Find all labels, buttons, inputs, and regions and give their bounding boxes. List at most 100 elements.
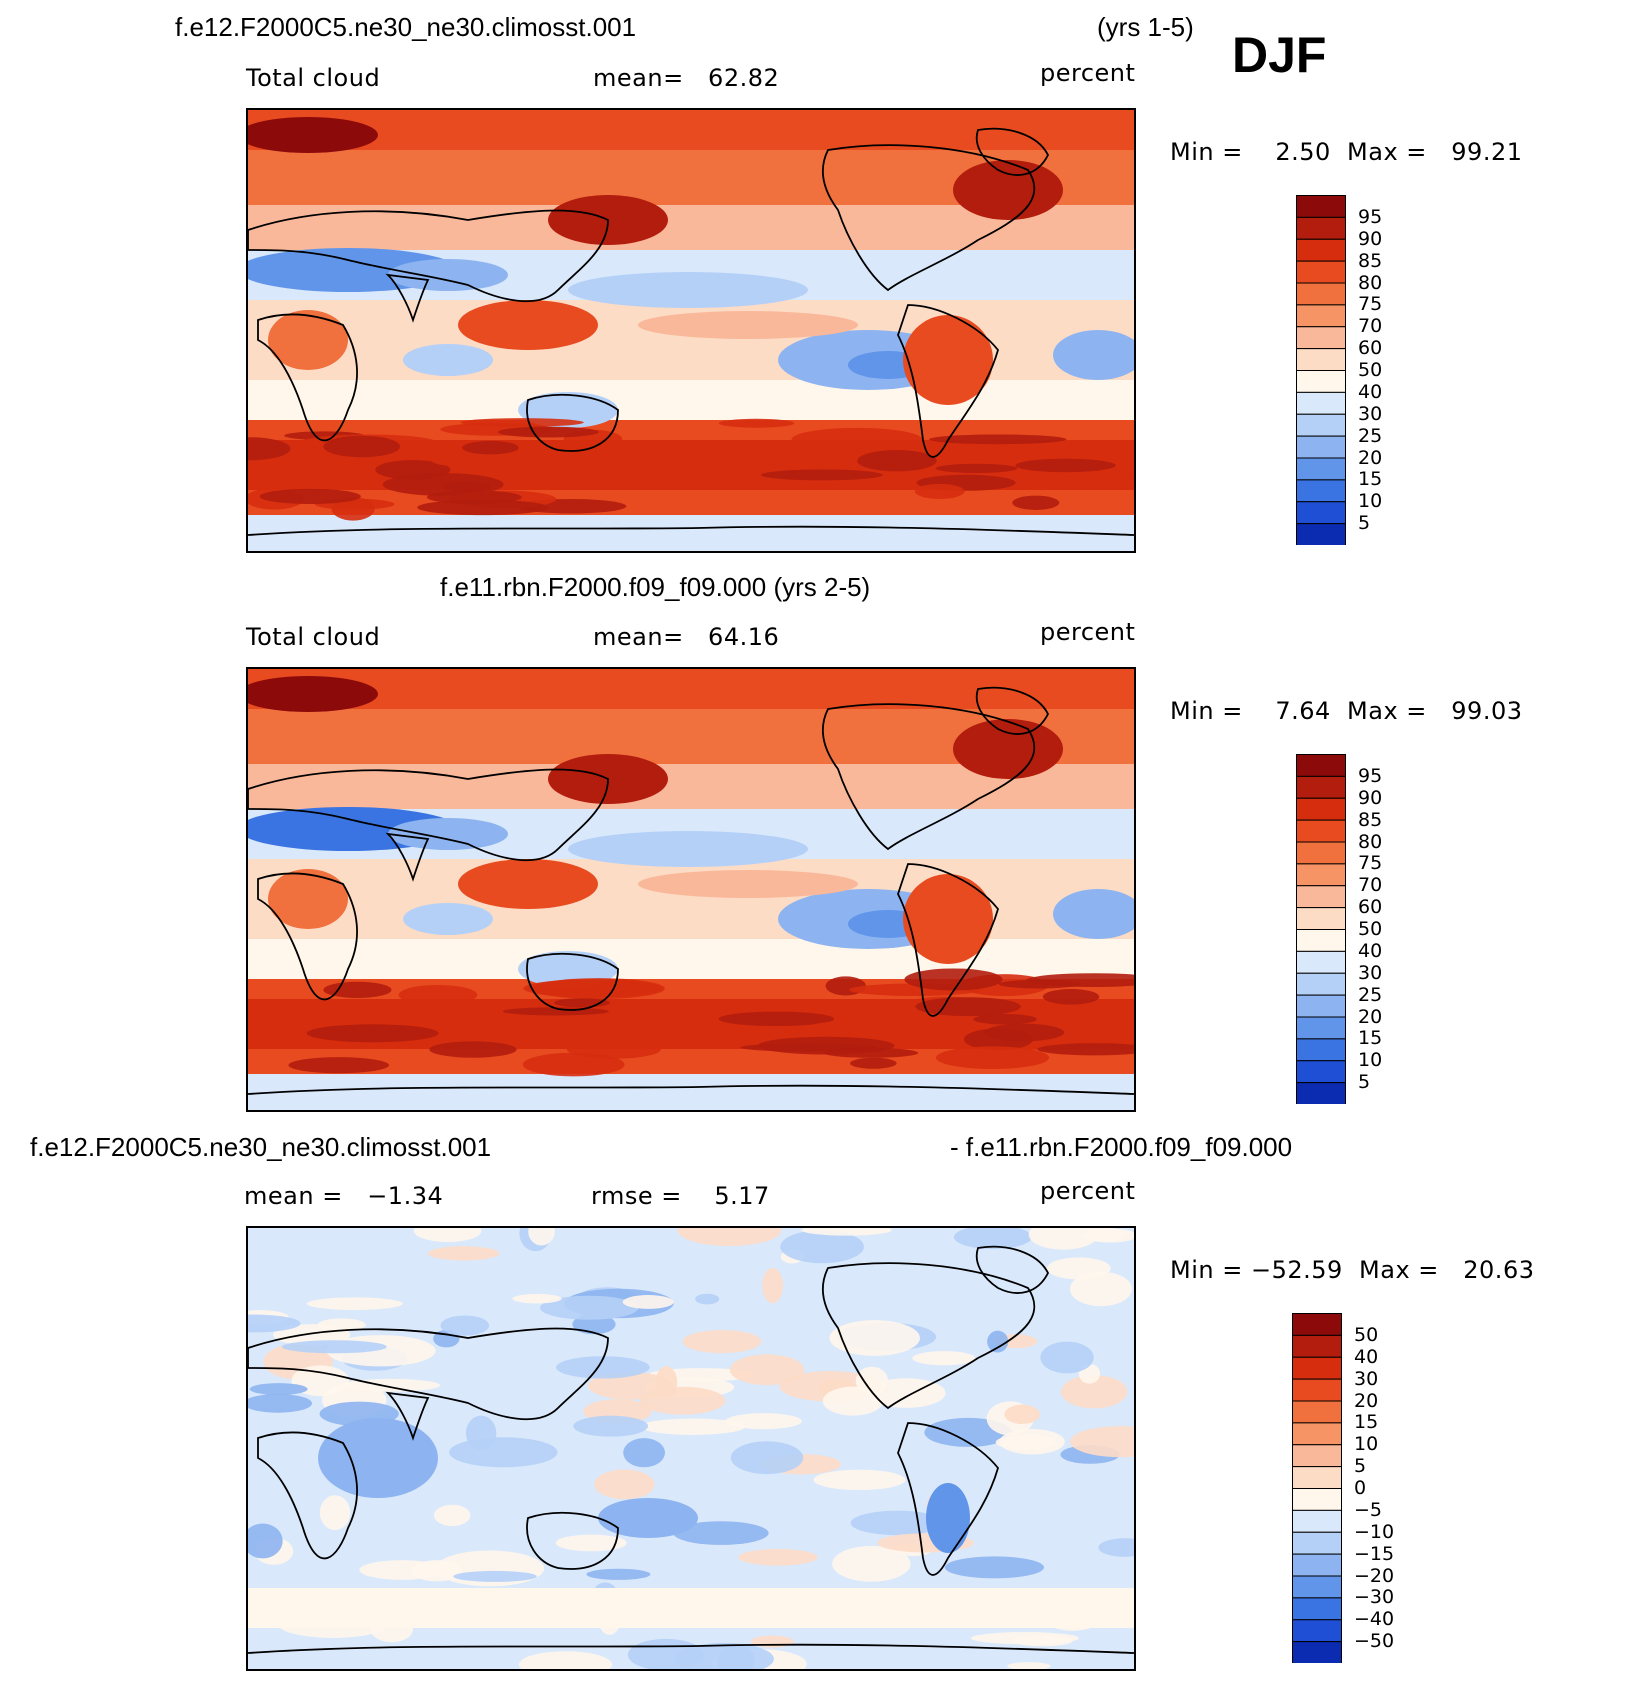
colorbar-box: [1292, 1400, 1342, 1424]
field-patch: [849, 1057, 897, 1069]
panel3-title-right: - f.e11.rbn.F2000.f09_f09.000: [950, 1132, 1293, 1162]
colorbar-tick-label: 10: [1358, 490, 1383, 513]
colorbar-box: [1296, 754, 1346, 777]
colorbar-tick-label: −15: [1354, 1542, 1395, 1565]
colorbar-svg: [1296, 195, 1346, 545]
field-patch: [428, 1246, 500, 1261]
colorbar-box: [1296, 370, 1346, 393]
panel2-map: [246, 667, 1136, 1112]
panel2-map-svg: [248, 669, 1134, 1110]
field-patch: [1060, 1375, 1128, 1409]
field-patch: [725, 1413, 802, 1430]
field-patch: [248, 1394, 312, 1413]
coastline: [385, 832, 430, 882]
colorbar-box: [1296, 260, 1346, 284]
colorbar-box: [1292, 1444, 1342, 1468]
field-patch: [738, 1548, 818, 1566]
field-patch: [441, 481, 491, 492]
panel3-colorbar: 50 40 30 20 15 10 5 0 −5 −10 −15 −20 −30 −40 −50: [1292, 1313, 1394, 1663]
coastline: [257, 313, 358, 442]
coastline: [385, 1391, 430, 1441]
colorbar-box: [1296, 797, 1346, 821]
field-patch: [306, 1024, 439, 1043]
field-patch: [813, 1469, 906, 1491]
colorbar-box: [1292, 1378, 1342, 1402]
field-patch: [268, 310, 348, 370]
colorbar-tick-label: 15: [1358, 468, 1383, 491]
colorbar-box: [1292, 1488, 1342, 1511]
colorbar-tick-label: 25: [1358, 983, 1383, 1006]
coastline: [526, 393, 619, 452]
panel3-units-label: percent: [1040, 1177, 1136, 1205]
field-patch: [306, 1297, 403, 1310]
colorbar-box: [1296, 479, 1346, 503]
colorbar-tick-label: 75: [1358, 293, 1383, 316]
field-patch: [1004, 1404, 1041, 1425]
field-patch: [857, 450, 937, 472]
field-patch: [518, 1651, 613, 1669]
colorbar-tick-label: 25: [1358, 424, 1383, 447]
field-patch: [729, 1354, 805, 1386]
colorbar-box: [1292, 1509, 1342, 1533]
field-patch: [674, 1642, 774, 1669]
season-label: DJF: [1232, 27, 1327, 83]
field-patch: [718, 418, 795, 428]
colorbar-box: [1296, 994, 1346, 1018]
coastline: [821, 1262, 1036, 1410]
field-patch: [249, 1383, 308, 1396]
field-patch: [318, 1418, 438, 1498]
colorbar-tick-label: 5: [1354, 1455, 1367, 1478]
field-patch: [1069, 1271, 1132, 1307]
field-patch: [259, 488, 361, 504]
field-patch: [398, 984, 478, 1005]
field-patch: [440, 1315, 490, 1336]
colorbar-box: [1296, 929, 1346, 952]
field-patch: [568, 831, 808, 867]
field-patch: [903, 874, 993, 964]
field-patch: [829, 1320, 920, 1356]
field-patch: [497, 426, 599, 438]
field-patch: [718, 1011, 835, 1027]
panel1-min-max: Min = 2.50 Max = 99.21: [1170, 138, 1523, 166]
field-patch: [935, 1046, 1050, 1069]
field-patch: [1053, 889, 1134, 939]
field-patch: [1053, 330, 1134, 380]
colorbar-tick-label: 0: [1354, 1477, 1367, 1499]
colorbar-box: [1296, 326, 1346, 350]
latitude-band: [248, 859, 1134, 939]
field-patch: [248, 437, 291, 461]
field-patch: [599, 1011, 704, 1035]
panel2-units-label: percent: [1040, 618, 1136, 646]
field-patch: [995, 1434, 1057, 1450]
colorbar-tick-label: 50: [1354, 1323, 1379, 1346]
panel3-title-left: f.e12.F2000C5.ne30_ne30.climosst.001: [30, 1132, 492, 1162]
field-patch: [805, 1020, 906, 1038]
colorbar-tick-label: −5: [1354, 1498, 1383, 1521]
field-patch: [475, 456, 601, 472]
colorbar-tick-label: 40: [1358, 380, 1383, 403]
field-patch: [638, 870, 858, 898]
latitude-band: [248, 110, 1134, 150]
field-patch: [1040, 1341, 1094, 1374]
field-patch: [433, 1504, 471, 1527]
colorbar-tick-label: 85: [1358, 249, 1383, 272]
field-patch: [682, 1329, 762, 1354]
colorbar-box: [1296, 523, 1346, 545]
field-patch: [640, 1386, 726, 1415]
panel1-title-left: f.e12.F2000C5.ne30_ne30.climosst.001: [175, 12, 637, 42]
field-patch: [273, 1324, 351, 1346]
field-patch: [903, 315, 993, 405]
colorbar-tick-label: 20: [1358, 446, 1383, 469]
field-patch: [573, 1415, 649, 1437]
coastline: [526, 952, 619, 1011]
field-patch: [248, 1523, 283, 1559]
panel1-variable-label: Total cloud: [246, 64, 381, 92]
panel3-min-max: Min = −52.59 Max = 20.63: [1170, 1256, 1535, 1284]
field-patch: [850, 1510, 945, 1536]
field-patch: [953, 719, 1063, 779]
colorbar-box: [1292, 1531, 1342, 1555]
colorbar-box: [1296, 413, 1346, 437]
field-patch: [403, 903, 493, 935]
field-patch: [915, 997, 1021, 1017]
field-patch: [426, 490, 522, 504]
